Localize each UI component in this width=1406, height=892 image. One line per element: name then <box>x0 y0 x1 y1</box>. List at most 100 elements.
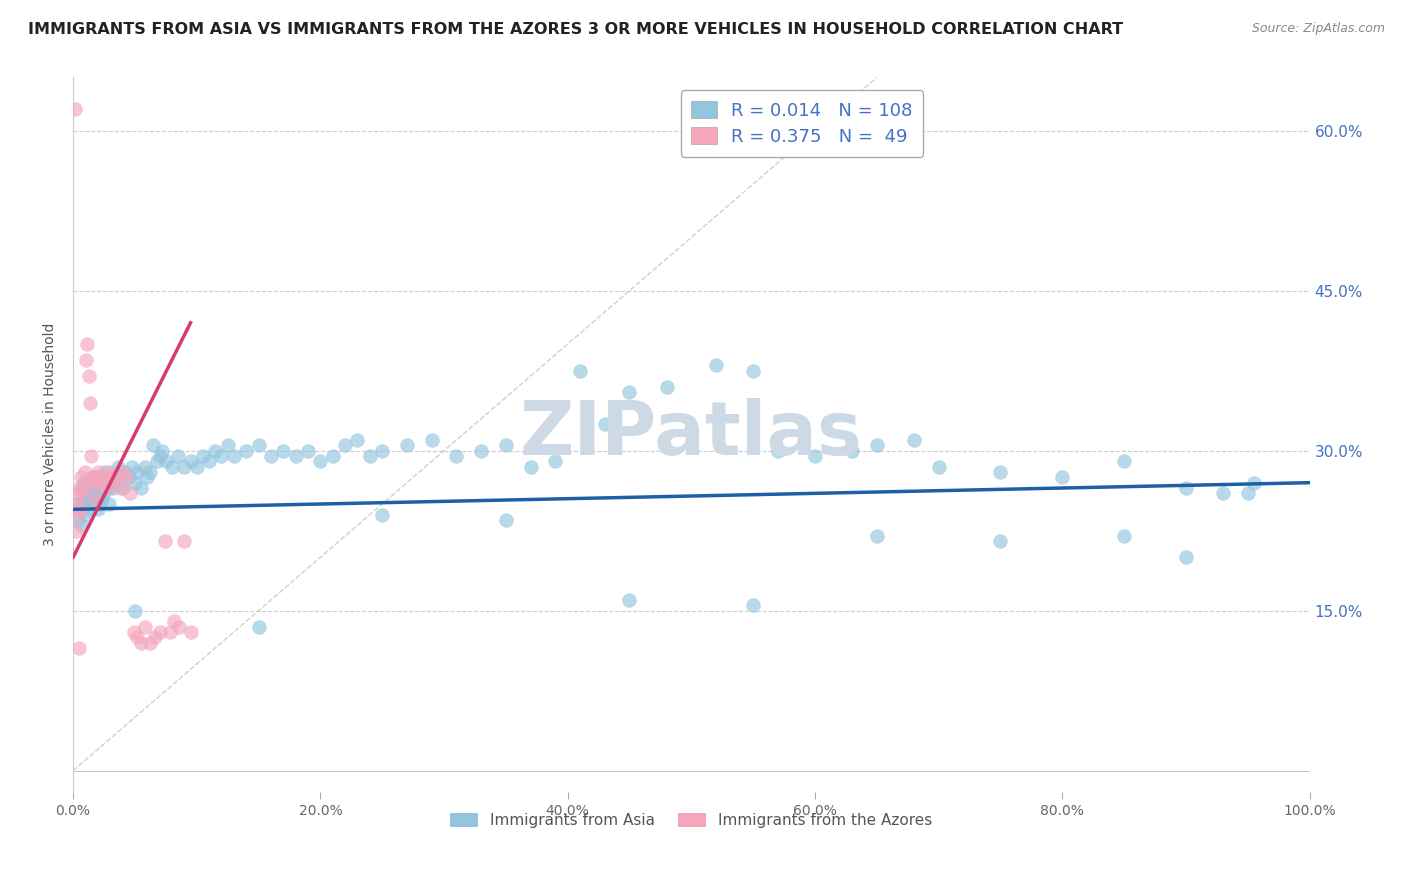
Point <box>346 433 368 447</box>
Point <box>309 454 332 468</box>
Point <box>1112 529 1135 543</box>
Point <box>83 470 105 484</box>
Point <box>77 481 100 495</box>
Point <box>89 497 111 511</box>
Point <box>121 459 143 474</box>
Point <box>180 454 202 468</box>
Point <box>82 491 104 506</box>
Point <box>63 103 86 117</box>
Point <box>247 620 270 634</box>
Point <box>260 449 283 463</box>
Point <box>73 465 96 479</box>
Point <box>67 513 90 527</box>
Point <box>990 465 1012 479</box>
Point <box>569 364 592 378</box>
Point <box>420 433 443 447</box>
Point <box>139 635 162 649</box>
Point <box>149 449 172 463</box>
Point <box>186 459 208 474</box>
Point <box>94 465 117 479</box>
Point <box>1212 486 1234 500</box>
Point <box>75 475 97 490</box>
Point <box>127 630 149 644</box>
Point <box>87 475 110 490</box>
Point <box>129 481 152 495</box>
Point <box>159 625 181 640</box>
Point <box>100 470 122 484</box>
Point <box>655 380 678 394</box>
Point <box>742 364 765 378</box>
Point <box>118 470 141 484</box>
Point <box>1112 454 1135 468</box>
Point <box>1174 550 1197 565</box>
Point <box>495 513 517 527</box>
Point <box>173 534 195 549</box>
Point <box>87 502 110 516</box>
Point <box>155 454 177 468</box>
Point <box>153 534 176 549</box>
Point <box>235 443 257 458</box>
Point <box>204 443 226 458</box>
Point <box>593 417 616 431</box>
Point <box>124 475 146 490</box>
Point <box>149 625 172 640</box>
Point <box>75 353 97 368</box>
Point <box>111 465 134 479</box>
Point <box>86 475 108 490</box>
Point <box>146 454 169 468</box>
Point <box>395 438 418 452</box>
Point <box>169 620 191 634</box>
Point <box>77 475 100 490</box>
Point <box>105 470 128 484</box>
Point <box>97 481 120 495</box>
Point <box>118 486 141 500</box>
Point <box>90 475 112 490</box>
Point <box>80 491 103 506</box>
Point <box>82 486 104 500</box>
Point <box>271 443 294 458</box>
Point <box>167 449 190 463</box>
Point <box>990 534 1012 549</box>
Point <box>866 529 889 543</box>
Point <box>72 486 94 500</box>
Point <box>136 470 159 484</box>
Point <box>82 486 104 500</box>
Point <box>841 443 863 458</box>
Point <box>90 491 112 506</box>
Point <box>134 459 156 474</box>
Point <box>84 470 107 484</box>
Point <box>79 395 101 409</box>
Point <box>82 470 104 484</box>
Point <box>66 497 89 511</box>
Point <box>87 465 110 479</box>
Point <box>124 604 146 618</box>
Point <box>67 508 90 522</box>
Point <box>77 369 100 384</box>
Point <box>69 502 91 516</box>
Point <box>211 449 233 463</box>
Point <box>87 491 110 506</box>
Point <box>903 433 925 447</box>
Point <box>89 470 111 484</box>
Point <box>70 481 93 495</box>
Point <box>371 508 394 522</box>
Point <box>1052 470 1074 484</box>
Y-axis label: 3 or more Vehicles in Household: 3 or more Vehicles in Household <box>44 323 58 547</box>
Point <box>163 615 186 629</box>
Point <box>72 491 94 506</box>
Point <box>1243 475 1265 490</box>
Point <box>97 497 120 511</box>
Point <box>77 497 100 511</box>
Point <box>91 470 114 484</box>
Point <box>122 625 145 640</box>
Point <box>96 481 118 495</box>
Point <box>65 502 87 516</box>
Point <box>742 599 765 613</box>
Point <box>89 486 111 500</box>
Point <box>127 465 149 479</box>
Point <box>73 475 96 490</box>
Point <box>83 491 105 506</box>
Point <box>495 438 517 452</box>
Point <box>928 459 950 474</box>
Point <box>66 486 89 500</box>
